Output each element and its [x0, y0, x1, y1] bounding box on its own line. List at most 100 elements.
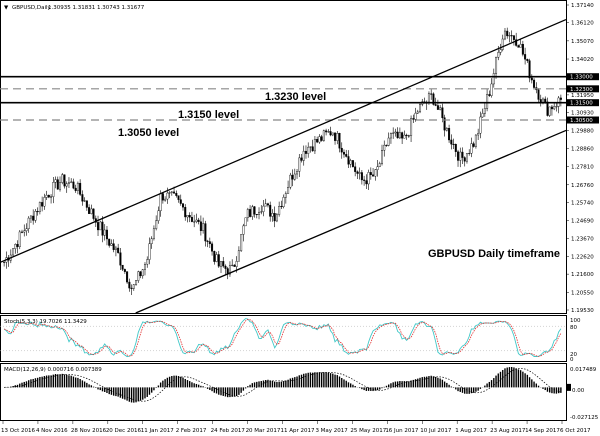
- candle-body: [206, 240, 209, 242]
- candle-body: [524, 54, 527, 60]
- candle-body: [340, 147, 343, 153]
- candle-body: [148, 243, 151, 260]
- candle-body: [345, 154, 348, 157]
- price-tick-label: 1.20550: [571, 290, 594, 296]
- candle-body: [392, 132, 395, 134]
- candle-body: [123, 269, 126, 272]
- collapse-arrow-icon[interactable]: ▼: [4, 5, 9, 11]
- candle-body: [159, 193, 162, 212]
- candle-body: [217, 254, 220, 267]
- price-tick-label: 1.21600: [571, 272, 594, 278]
- candle-body: [242, 225, 245, 235]
- candle-body: [459, 151, 462, 161]
- symbol-label: GBPUSD,Daily: [12, 5, 52, 11]
- candle-body: [325, 130, 328, 133]
- candle-body: [43, 197, 46, 207]
- channel-lower-line[interactable]: [135, 129, 567, 314]
- price-tick-label: 1.29880: [571, 129, 594, 135]
- candle-body: [92, 208, 95, 219]
- candle-body: [553, 106, 556, 110]
- candle-body: [454, 144, 457, 152]
- candle-body: [36, 211, 39, 213]
- candle-body: [533, 79, 536, 88]
- candle-body: [164, 198, 167, 201]
- candle-body: [401, 132, 404, 139]
- candle-body: [105, 229, 108, 240]
- candle-body: [41, 202, 44, 207]
- candle-body: [280, 206, 283, 208]
- price-tick-label: 1.19530: [571, 308, 594, 314]
- date-tick-label: 16 Jun 2017: [385, 428, 419, 434]
- candle-body: [45, 194, 48, 198]
- candle-body: [439, 107, 442, 110]
- candle-body: [195, 219, 198, 222]
- candle-body: [271, 213, 274, 217]
- candle-body: [356, 171, 359, 174]
- candle-body: [448, 128, 451, 141]
- candle-body: [441, 107, 444, 118]
- candle-body: [21, 231, 24, 233]
- candle-body: [14, 244, 17, 249]
- price-tick-label: 1.35070: [571, 39, 594, 45]
- candle-body: [331, 132, 334, 136]
- channel-upper-line[interactable]: [0, 18, 567, 264]
- candle-body: [222, 261, 225, 267]
- candle-body: [255, 214, 258, 216]
- price-tick-label: 1.34020: [571, 57, 594, 63]
- candle-body: [443, 117, 446, 131]
- price-tick-label: 1.26760: [571, 183, 594, 189]
- candle-body: [244, 217, 247, 227]
- candle-body: [284, 193, 287, 198]
- candle-body: [497, 52, 500, 58]
- price-tick-label: 1.27810: [571, 165, 594, 171]
- candle-body: [528, 60, 531, 79]
- candle-body: [394, 131, 397, 134]
- candle-body: [322, 130, 325, 141]
- candle-body: [278, 206, 281, 215]
- candle-body: [521, 43, 524, 55]
- candle-body: [398, 132, 401, 139]
- chart-annotation: GBPUSD Daily timeframe: [428, 248, 560, 260]
- candle-body: [474, 134, 477, 147]
- candle-body: [184, 206, 187, 218]
- candle-body: [81, 194, 84, 202]
- candle-body: [97, 222, 100, 231]
- candle-body: [23, 230, 26, 233]
- candle-body: [378, 163, 381, 167]
- candle-body: [517, 45, 520, 48]
- price-tick-label: 1.28860: [571, 146, 594, 152]
- candle-body: [253, 206, 256, 215]
- candle-body: [190, 217, 193, 222]
- candle-body: [235, 261, 238, 267]
- date-tick-label: 2 Feb 2017: [176, 428, 207, 434]
- candle-body: [414, 112, 417, 120]
- candle-body: [461, 151, 464, 158]
- candle-body: [389, 133, 392, 139]
- candle-body: [74, 187, 77, 191]
- candle-body: [316, 139, 319, 143]
- candle-body: [16, 244, 19, 247]
- candle-body: [128, 281, 131, 289]
- macd-zero-marker: [567, 383, 571, 391]
- candle-body: [50, 196, 53, 198]
- level-label-13230: 1.3230 level: [265, 91, 326, 103]
- date-tick-label: 28 Nov 2016: [71, 428, 107, 434]
- candle-body: [486, 94, 489, 109]
- candle-body: [463, 157, 466, 162]
- candle-body: [289, 174, 292, 188]
- candle-body: [3, 261, 6, 263]
- candle-body: [137, 271, 140, 281]
- candle-body: [143, 264, 146, 270]
- candle-body: [372, 174, 375, 177]
- candle-body: [360, 172, 363, 181]
- candle-body: [25, 228, 28, 232]
- candle-body: [519, 43, 522, 48]
- level-label-13050: 1.3050 level: [118, 127, 179, 139]
- candle-body: [139, 271, 142, 277]
- candle-body: [228, 265, 231, 275]
- candle-body: [481, 113, 484, 118]
- stoch-tick-100: 100: [570, 318, 581, 324]
- candle-body: [351, 160, 354, 167]
- candle-body: [213, 251, 216, 262]
- date-tick-label: 25 May 2017: [350, 428, 386, 434]
